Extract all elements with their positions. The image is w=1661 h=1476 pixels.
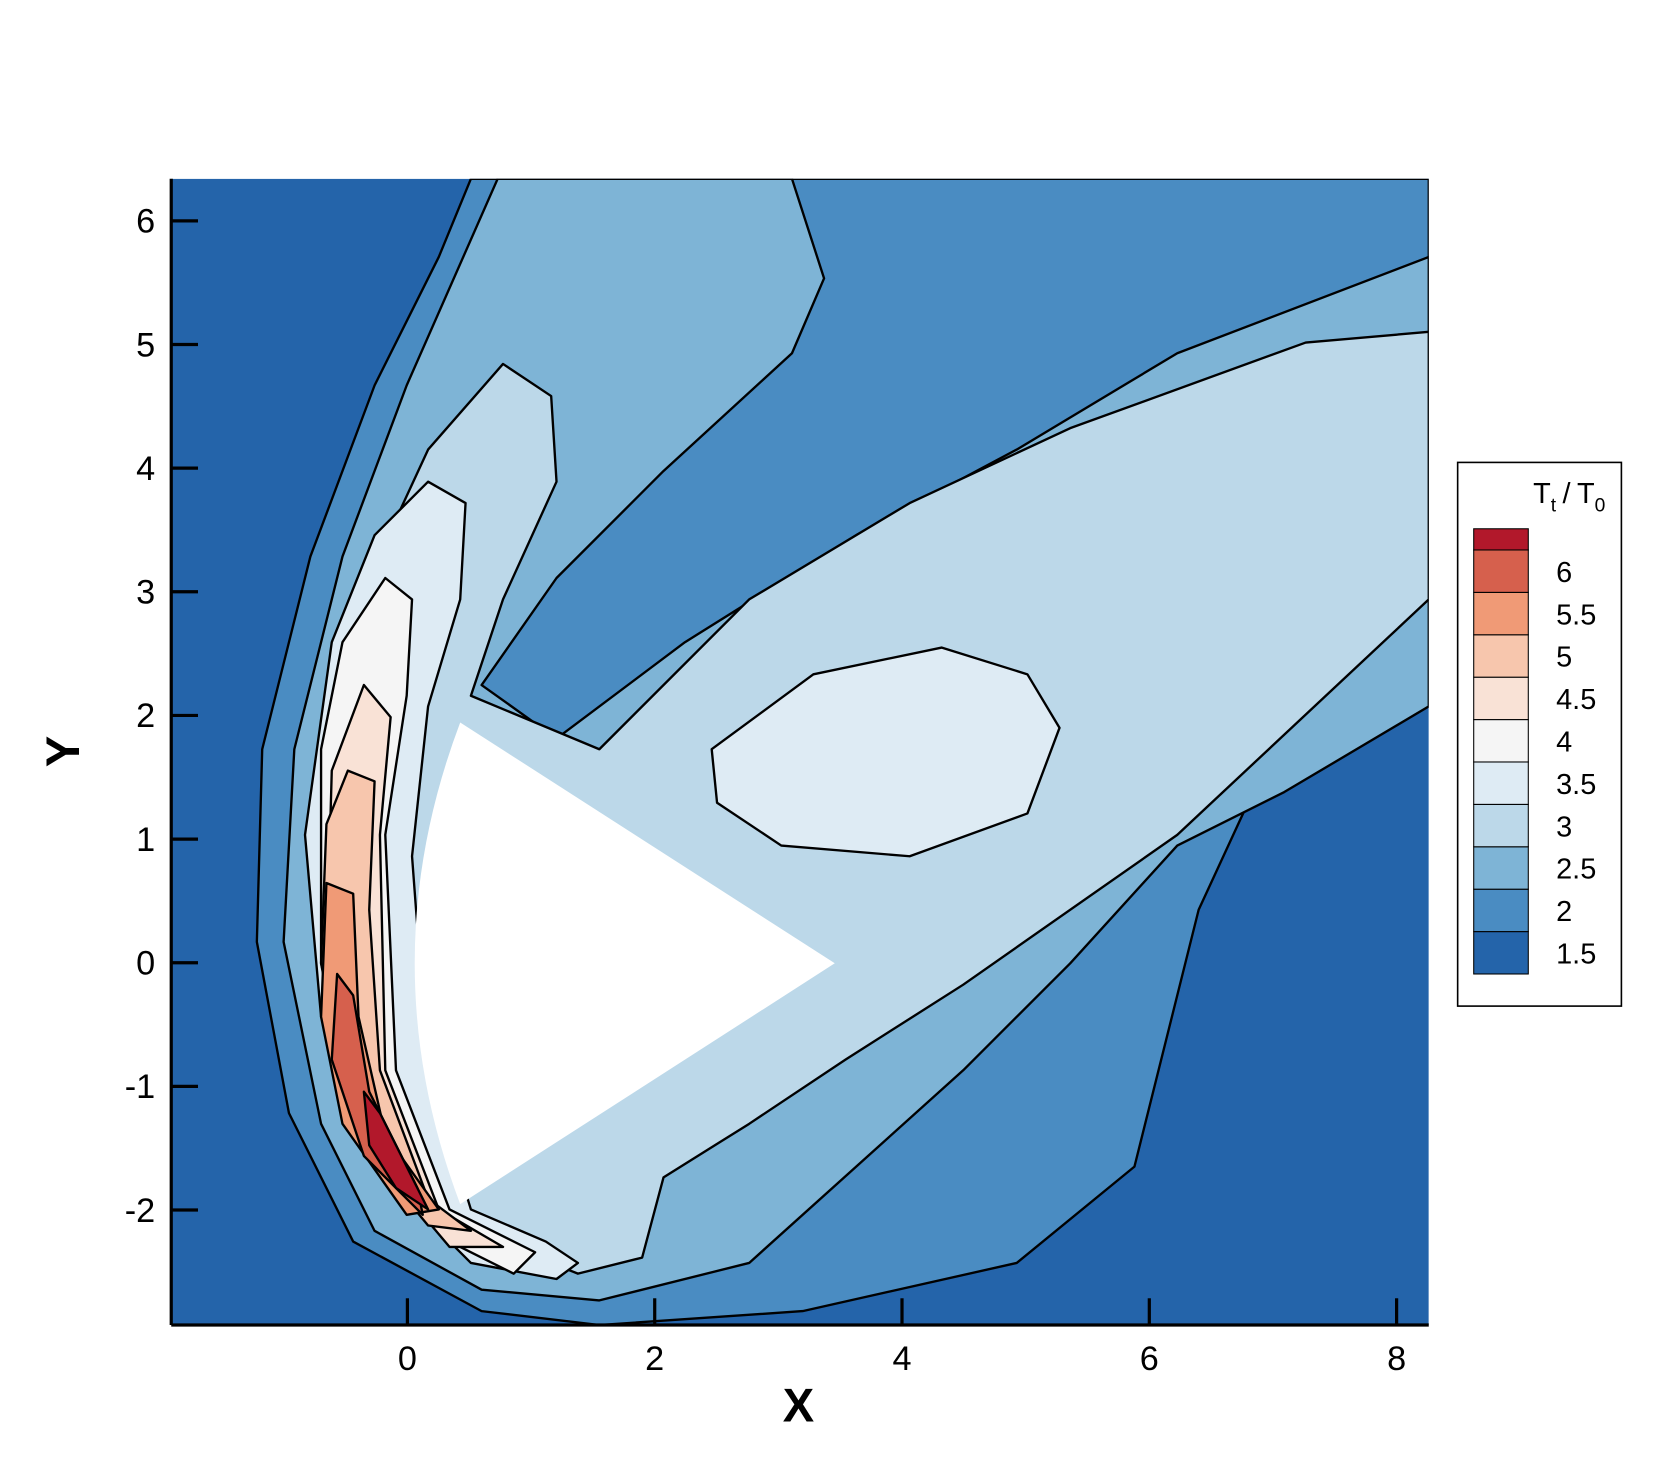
legend-swatch <box>1473 761 1529 805</box>
legend-swatch <box>1473 634 1529 678</box>
legend-swatch <box>1473 719 1529 763</box>
legend-title: Tt / T0 <box>1533 478 1605 517</box>
x-tick-label: 0 <box>398 1340 417 1378</box>
y-tick-label: -1 <box>125 1068 155 1106</box>
body-shape <box>414 722 835 1205</box>
legend-label: 5 <box>1556 642 1572 674</box>
y-tick-label: 0 <box>136 945 155 983</box>
legend-swatch <box>1473 676 1529 721</box>
legend-title-part: / <box>1563 478 1572 510</box>
legend-swatch <box>1473 931 1529 975</box>
y-tick-label: 2 <box>136 697 155 735</box>
x-tick-label: 2 <box>645 1340 664 1378</box>
contour-region <box>362 1090 430 1211</box>
legend-swatch <box>1473 549 1529 593</box>
y-tick-label: 5 <box>136 326 155 364</box>
legend-label: 4.5 <box>1556 684 1596 716</box>
contour-region <box>319 881 440 1216</box>
x-tick-label: 6 <box>1140 1340 1159 1378</box>
legend-label: 3.5 <box>1556 769 1596 801</box>
legend-label: 6 <box>1556 557 1572 589</box>
legend: Tt / T0 1.522.533.544.555.56 <box>1456 461 1623 1007</box>
legend-swatch <box>1473 888 1529 933</box>
legend-title-part: T <box>1577 478 1595 510</box>
x-tick-label: 8 <box>1387 1340 1406 1378</box>
y-tick-label: 6 <box>136 203 155 241</box>
legend-swatch <box>1473 803 1529 848</box>
legend-label: 2.5 <box>1556 854 1596 886</box>
contour-region <box>303 480 1061 1281</box>
y-tick-label: 4 <box>136 450 155 488</box>
legend-title-part: T <box>1533 478 1551 510</box>
legend-label: 3 <box>1556 811 1572 843</box>
legend-label: 1.5 <box>1556 938 1596 970</box>
contour-field <box>171 178 1429 1326</box>
y-axis-label: Y <box>36 736 89 767</box>
legend-swatch <box>1473 846 1529 890</box>
y-tick-label: 1 <box>136 821 155 859</box>
y-tick-label: 3 <box>136 574 155 612</box>
legend-title-sub: 0 <box>1595 496 1606 517</box>
axes: 0 2 4 6 8 -2 -1 0 1 2 3 4 5 6 <box>125 178 1429 1378</box>
legend-swatch <box>1473 591 1529 636</box>
x-axis-label: X <box>783 1378 814 1431</box>
legend-swatch <box>1473 528 1529 551</box>
legend-title-sub: t <box>1551 496 1557 517</box>
x-tick-label: 4 <box>892 1340 911 1378</box>
legend-label: 4 <box>1556 726 1572 758</box>
legend-label: 5.5 <box>1556 599 1596 631</box>
y-tick-label: -2 <box>125 1192 155 1230</box>
legend-label: 2 <box>1556 896 1572 928</box>
